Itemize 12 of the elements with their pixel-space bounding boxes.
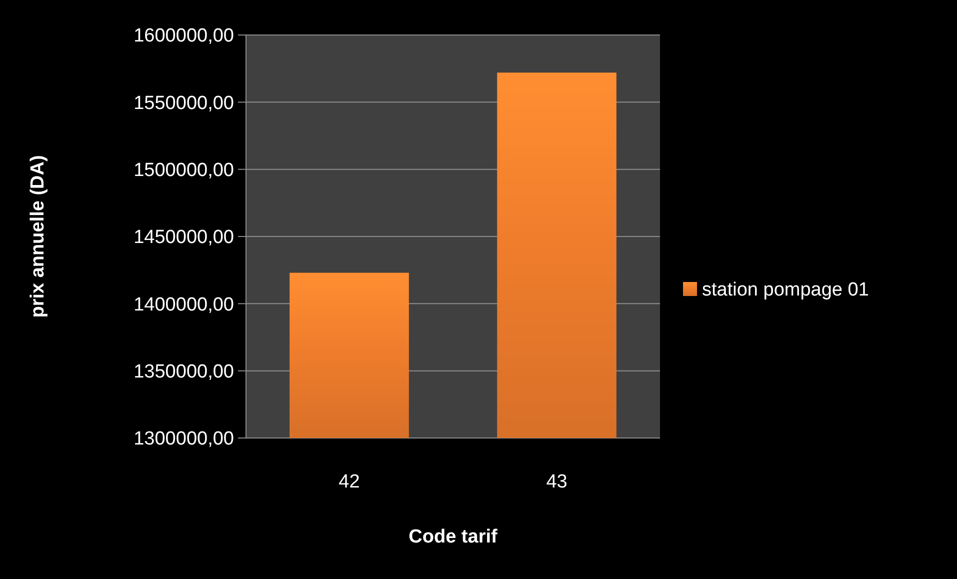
x-axis-title: Code tarif [408,526,498,548]
y-tick-label: 1450000,00 [134,227,234,248]
legend-label: station pompage 01 [702,280,869,301]
y-tick-label: 1500000,00 [134,160,234,181]
x-tick-label: 43 [546,472,568,493]
y-tick-label: 1300000,00 [134,428,234,450]
y-tick-label: 1350000,00 [134,361,234,382]
y-tick-label: 1550000,00 [134,92,234,114]
y-tick-label: 1400000,00 [134,294,234,316]
y-tick-label: 1600000,00 [134,26,234,47]
y-axis-title: prix annuelle (DA) [28,155,49,318]
x-tick-label: 42 [338,472,360,493]
